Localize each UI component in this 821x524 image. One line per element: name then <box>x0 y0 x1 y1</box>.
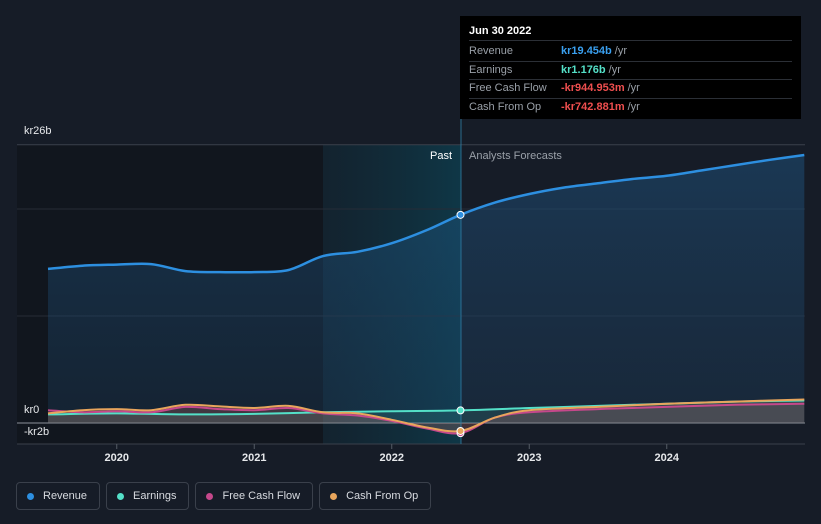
series-lines <box>47 153 805 435</box>
revenue-line <box>47 153 805 274</box>
tooltip-row-revenue: Revenue kr19.454b/yr <box>469 43 792 62</box>
x-tick-label: 2024 <box>655 452 680 464</box>
legend-label: Cash From Op <box>346 490 419 502</box>
legend-label: Free Cash Flow <box>222 490 301 502</box>
legend: Revenue Earnings Free Cash Flow Cash From O… <box>16 482 432 510</box>
tooltip-unit: /yr <box>627 100 640 113</box>
cash-from-op-marker <box>456 426 465 435</box>
cash-from-op-line <box>47 398 805 433</box>
x-axis-ticks: 2020 2021 2022 2023 2024 <box>105 444 680 464</box>
revenue-area <box>48 155 805 423</box>
tooltip-value: kr19.454b <box>561 45 612 57</box>
free-cash-flow-area <box>48 403 805 434</box>
tooltip-unit: /yr <box>627 82 640 94</box>
hover-markers <box>456 210 465 438</box>
y-axis-bottom-label: -kr2b <box>24 426 50 438</box>
x-tick-label: 2020 <box>105 452 129 464</box>
tooltip-label: Earnings <box>469 63 513 76</box>
tooltip-value: kr1.176b <box>561 63 606 76</box>
forecast-label: Analysts Forecasts <box>469 150 562 162</box>
legend-dot-icon <box>117 492 125 500</box>
tooltip-unit: /yr <box>608 63 621 76</box>
tooltip-date: Jun 30 2022 <box>469 24 792 41</box>
x-tick-label: 2021 <box>242 452 266 464</box>
legend-item-cash-from-op[interactable]: Cash From Op <box>319 482 432 510</box>
tooltip-row-free-cash-flow: Free Cash Flow -kr944.953m/yr <box>469 80 792 99</box>
past-label: Past <box>430 150 453 162</box>
y-axis-zero-label: kr0 <box>24 404 40 416</box>
legend-dot-icon <box>206 492 214 500</box>
tooltip-row-cash-from-op: Cash From Op -kr742.881m/yr <box>469 99 792 117</box>
legend-item-revenue[interactable]: Revenue <box>16 482 101 510</box>
tooltip-row-earnings: Earnings kr1.176b/yr <box>469 62 792 80</box>
y-axis-top-label: kr26b <box>24 125 52 137</box>
x-tick-label: 2023 <box>517 452 541 464</box>
legend-dot-icon <box>27 492 34 500</box>
tooltip: Jun 30 2022 Revenue kr19.454b/yr Earnings k… <box>460 16 801 119</box>
revenue-marker <box>456 210 465 219</box>
legend-label: Revenue <box>43 490 88 502</box>
x-tick-label: 2022 <box>380 452 404 464</box>
free-cash-flow-line <box>47 402 805 435</box>
tooltip-label: Revenue <box>469 45 514 57</box>
legend-dot-icon <box>330 492 338 500</box>
legend-item-free-cash-flow[interactable]: Free Cash Flow <box>195 482 314 510</box>
earnings-marker <box>456 406 465 415</box>
legend-item-earnings[interactable]: Earnings <box>106 482 190 510</box>
tooltip-value: -kr742.881m <box>561 100 625 113</box>
tooltip-unit: /yr <box>614 45 627 57</box>
legend-label: Earnings <box>133 490 177 502</box>
tooltip-label: Cash From Op <box>469 100 542 113</box>
tooltip-value: -kr944.953m <box>561 82 625 94</box>
tooltip-label: Free Cash Flow <box>469 82 547 94</box>
